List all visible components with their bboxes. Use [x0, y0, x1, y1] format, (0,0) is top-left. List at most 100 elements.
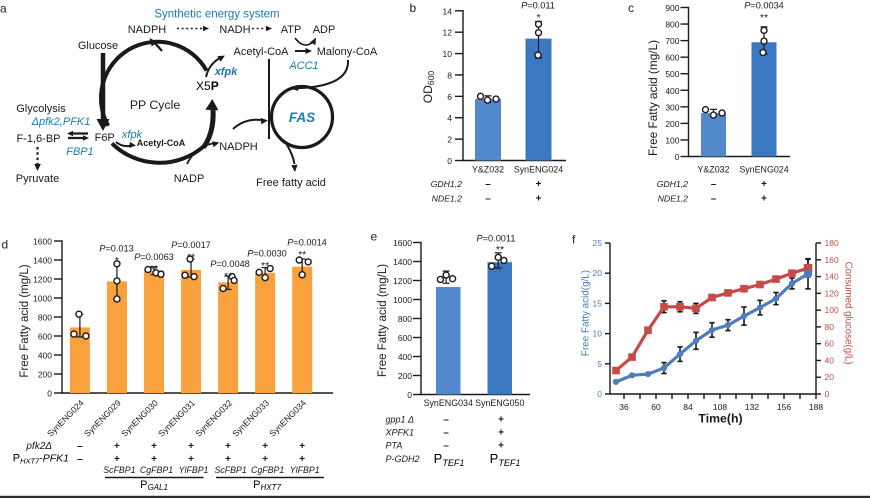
svg-text:156: 156 — [777, 402, 791, 412]
svg-text:SynENG031: SynENG031 — [156, 398, 197, 439]
svg-text:120: 120 — [825, 288, 839, 298]
svg-text:40: 40 — [825, 355, 835, 365]
svg-text:600: 600 — [665, 53, 679, 63]
svg-text:P=0.0030: P=0.0030 — [247, 249, 287, 259]
svg-text:ATP: ATP — [281, 24, 302, 36]
svg-text:SynENG030: SynENG030 — [119, 398, 160, 439]
svg-text:d: d — [2, 238, 9, 252]
svg-text:–: – — [485, 179, 491, 190]
svg-text:GDH1,2: GDH1,2 — [657, 179, 689, 189]
svg-text:X5P: X5P — [196, 79, 219, 93]
svg-text:Δpfk2,PFK1: Δpfk2,PFK1 — [31, 116, 91, 128]
svg-text:NADPH: NADPH — [128, 24, 167, 36]
svg-text:36: 36 — [619, 402, 629, 412]
svg-text:SynENG034: SynENG034 — [424, 398, 473, 408]
svg-text:500: 500 — [665, 69, 679, 79]
svg-text:800: 800 — [665, 20, 679, 30]
svg-text:800: 800 — [38, 313, 52, 323]
svg-text:0: 0 — [825, 389, 830, 399]
svg-text:160: 160 — [825, 255, 839, 265]
svg-text:xfpk: xfpk — [121, 129, 143, 141]
svg-text:CgFBP1: CgFBP1 — [140, 465, 173, 475]
svg-text:–: – — [485, 194, 491, 205]
svg-text:F-1,6-BP: F-1,6-BP — [16, 133, 60, 145]
svg-text:+: + — [225, 454, 231, 465]
svg-text:+: + — [188, 454, 194, 465]
svg-text:+: + — [299, 454, 305, 465]
svg-text:PTA: PTA — [386, 441, 403, 451]
svg-text:NADH: NADH — [219, 24, 250, 36]
svg-text:P=0.011: P=0.011 — [521, 1, 555, 11]
svg-text:0: 0 — [447, 156, 452, 166]
svg-text:PGAL1: PGAL1 — [140, 479, 168, 492]
svg-text:400: 400 — [38, 351, 52, 361]
svg-text:Time(h): Time(h) — [698, 412, 742, 426]
svg-text:GDH1,2: GDH1,2 — [431, 179, 463, 189]
svg-text:+: + — [188, 441, 194, 452]
svg-text:NDE1,2: NDE1,2 — [658, 194, 689, 204]
svg-text:gpp1 Δ: gpp1 Δ — [386, 415, 415, 425]
svg-text:**: ** — [298, 249, 306, 261]
svg-text:YlFBP1: YlFBP1 — [179, 465, 209, 475]
svg-text:P=0.013: P=0.013 — [99, 244, 134, 254]
svg-text:188: 188 — [809, 402, 823, 412]
svg-text:+: + — [498, 441, 504, 452]
svg-text:**: ** — [150, 264, 158, 276]
svg-text:Free Fatty acid(g/L): Free Fatty acid(g/L) — [581, 270, 592, 356]
svg-text:1200: 1200 — [33, 275, 52, 285]
svg-text:Pyruvate: Pyruvate — [16, 173, 59, 185]
svg-text:Free Fatty acid (mg/L): Free Fatty acid (mg/L) — [377, 264, 389, 377]
svg-text:NDE1,2: NDE1,2 — [432, 194, 463, 204]
svg-text:SynENG034: SynENG034 — [267, 398, 308, 439]
svg-text:700: 700 — [665, 36, 679, 46]
svg-text:84: 84 — [683, 402, 693, 412]
svg-text:100: 100 — [825, 305, 839, 315]
svg-text:–: – — [77, 454, 83, 465]
svg-text:0: 0 — [47, 389, 52, 399]
svg-text:e: e — [371, 230, 378, 244]
svg-text:PHXT7: PHXT7 — [253, 479, 281, 492]
svg-text:Free Fatty acid (mg/L): Free Fatty acid (mg/L) — [19, 264, 31, 377]
svg-text:P=0.0011: P=0.0011 — [477, 234, 516, 244]
svg-text:PTEF1: PTEF1 — [490, 451, 521, 468]
svg-text:60: 60 — [825, 339, 835, 349]
svg-text:+: + — [114, 441, 120, 452]
svg-text:Acetyl-CoA: Acetyl-CoA — [233, 46, 289, 58]
svg-text:1400: 1400 — [33, 256, 52, 266]
svg-text:SynENG024: SynENG024 — [45, 398, 86, 439]
svg-text:12: 12 — [443, 28, 453, 38]
svg-text:+: + — [498, 415, 504, 426]
svg-text:600: 600 — [398, 333, 412, 343]
svg-text:1600: 1600 — [393, 238, 412, 248]
svg-text:PHXT7-PFK1: PHXT7-PFK1 — [13, 453, 69, 466]
svg-text:+: + — [536, 179, 542, 190]
svg-text:ScFBP1: ScFBP1 — [103, 465, 135, 475]
svg-text:OD600: OD600 — [421, 71, 436, 104]
svg-text:**: ** — [760, 12, 768, 24]
svg-text:**: ** — [261, 260, 269, 272]
svg-text:20: 20 — [825, 372, 835, 382]
svg-text:CgFBP1: CgFBP1 — [251, 465, 284, 475]
svg-text:+: + — [262, 441, 268, 452]
svg-text:14: 14 — [443, 6, 453, 16]
svg-text:25: 25 — [593, 238, 603, 248]
svg-text:P=0.0017: P=0.0017 — [171, 240, 211, 250]
svg-text:PTEF1: PTEF1 — [434, 451, 465, 468]
svg-text:+: + — [536, 194, 542, 205]
svg-text:0: 0 — [597, 389, 602, 399]
svg-text:+: + — [299, 441, 305, 452]
svg-text:Consumed glucose(g/L): Consumed glucose(g/L) — [843, 262, 854, 365]
svg-text:0: 0 — [407, 390, 412, 400]
svg-text:b: b — [410, 1, 417, 15]
svg-text:ACC1: ACC1 — [288, 60, 318, 72]
svg-text:–: – — [711, 194, 717, 205]
svg-text:0: 0 — [675, 152, 680, 162]
svg-text:100: 100 — [665, 135, 679, 145]
svg-text:ADP: ADP — [313, 24, 336, 36]
svg-text:200: 200 — [665, 119, 679, 129]
svg-text:F6P: F6P — [95, 132, 115, 144]
svg-text:132: 132 — [745, 402, 759, 412]
svg-text:80: 80 — [825, 322, 835, 332]
svg-text:800: 800 — [398, 314, 412, 324]
svg-text:Glycolysis: Glycolysis — [16, 103, 66, 115]
